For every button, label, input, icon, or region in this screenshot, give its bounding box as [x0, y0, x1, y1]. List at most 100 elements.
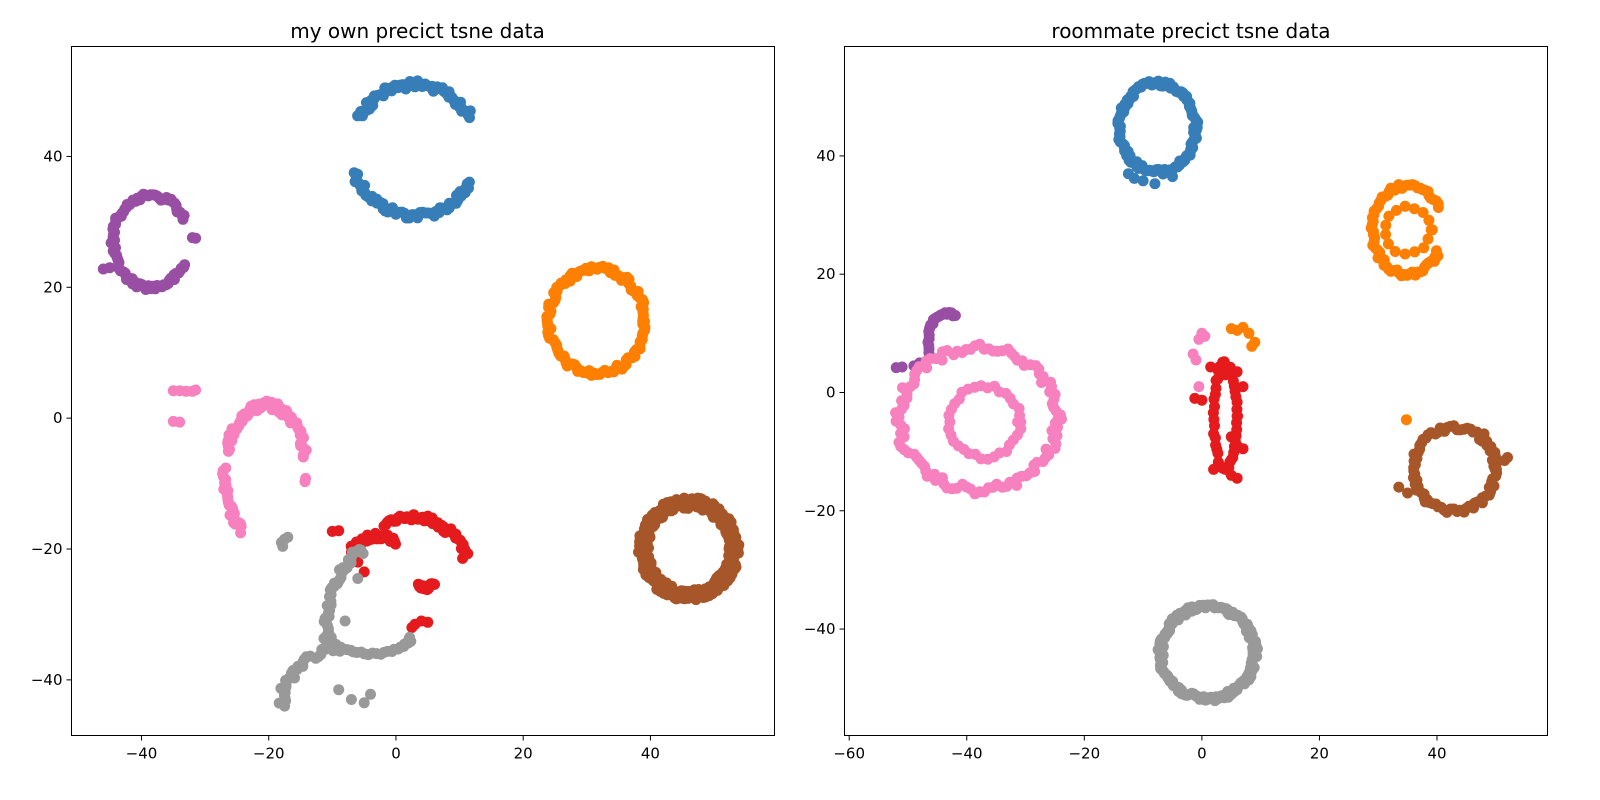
- left-point: [365, 688, 376, 700]
- right-point: [1227, 375, 1239, 387]
- left-point: [352, 573, 364, 584]
- right-y-tick-label: 40: [816, 147, 835, 165]
- right-point: [1210, 374, 1222, 386]
- left-point: [352, 110, 364, 122]
- left-point: [299, 476, 311, 488]
- left-point: [279, 700, 291, 712]
- right-point: [1212, 447, 1224, 459]
- right-point: [1167, 171, 1178, 183]
- right-point: [1399, 200, 1411, 212]
- left-point: [406, 622, 418, 633]
- right-point: [1380, 219, 1392, 231]
- right-point: [1225, 431, 1237, 443]
- right-point: [1390, 204, 1402, 216]
- left-point: [378, 520, 390, 532]
- left-scatter-panel: my own precict tsne data −40 −20 0 20 40−40−…: [31, 19, 775, 763]
- right-point: [1225, 323, 1237, 335]
- right-y-tick-label: 0: [826, 383, 836, 401]
- right-series-6: [1152, 599, 1263, 707]
- left-series-5: [326, 509, 474, 633]
- right-point: [1417, 207, 1429, 218]
- left-y-tick-label: 40: [43, 147, 62, 165]
- right-axes-ticks: −60 −40 −20 0 20 40 −40 −20 0 20 40: [804, 147, 1447, 763]
- right-point: [1382, 238, 1394, 250]
- left-point: [463, 176, 475, 188]
- right-point: [1243, 327, 1255, 339]
- left-point: [339, 615, 351, 627]
- right-x-tick-label: 20: [1310, 745, 1329, 763]
- left-point: [723, 543, 735, 555]
- right-point: [1056, 413, 1067, 425]
- right-chart-title: roommate precict tsne data: [1051, 19, 1330, 43]
- right-x-tick-label: −20: [1068, 745, 1100, 763]
- right-series-0: [1112, 75, 1204, 190]
- right-point: [1015, 416, 1027, 428]
- right-x-tick-label: 40: [1427, 745, 1446, 763]
- right-point: [1219, 369, 1231, 381]
- right-scatter-panel: roommate precict tsne data −60 −40 −20 0 20 4…: [804, 19, 1548, 763]
- left-point: [277, 540, 289, 552]
- left-axes-ticks: −40 −20 0 20 40 −40 −20 0 20 40: [31, 147, 660, 762]
- right-point: [1045, 376, 1057, 388]
- left-x-tick-label: 0: [391, 745, 401, 763]
- right-point: [1389, 246, 1401, 257]
- right-point: [1410, 484, 1422, 496]
- left-series-0: [348, 75, 476, 224]
- left-x-tick-label: −20: [253, 745, 285, 763]
- right-point: [1231, 366, 1243, 378]
- right-point: [1231, 410, 1243, 422]
- left-point: [104, 262, 116, 274]
- left-point: [282, 531, 294, 543]
- left-x-tick-label: −40: [126, 745, 158, 763]
- left-series-1: [97, 188, 202, 295]
- right-points: [890, 75, 1513, 707]
- left-point: [179, 259, 191, 271]
- right-point: [1430, 245, 1442, 257]
- left-point: [429, 578, 440, 590]
- right-point: [1188, 122, 1200, 133]
- left-series-2: [541, 260, 651, 381]
- left-y-tick-label: −20: [31, 540, 63, 558]
- right-point: [1489, 463, 1501, 475]
- right-y-tick-label: −20: [804, 502, 836, 520]
- right-point: [1399, 248, 1411, 260]
- left-point: [345, 694, 357, 705]
- right-x-tick-label: −40: [951, 745, 983, 763]
- right-series-3: [890, 327, 1211, 500]
- left-point: [404, 631, 416, 643]
- left-point: [222, 445, 234, 457]
- right-point: [1425, 224, 1437, 236]
- right-y-tick-label: −40: [804, 620, 836, 638]
- left-y-tick-label: 0: [53, 409, 63, 427]
- right-series-4: [1189, 356, 1249, 484]
- right-series-2: [890, 307, 961, 374]
- left-point: [190, 384, 202, 396]
- right-point: [1408, 203, 1420, 215]
- right-point: [1249, 647, 1260, 659]
- right-point: [1196, 394, 1208, 406]
- right-point: [1478, 428, 1490, 440]
- right-point: [1193, 333, 1205, 345]
- left-point: [174, 416, 186, 428]
- right-point: [1393, 481, 1405, 493]
- left-points: [97, 75, 745, 712]
- left-point: [358, 697, 370, 709]
- right-point: [1423, 214, 1435, 226]
- right-point: [1190, 354, 1202, 366]
- left-point: [235, 527, 247, 539]
- right-y-tick-label: 20: [816, 265, 835, 283]
- right-point: [1137, 175, 1149, 187]
- left-series-6: [273, 531, 417, 712]
- right-point: [1237, 381, 1249, 393]
- left-point: [333, 684, 345, 696]
- right-plot-frame: [844, 46, 1548, 736]
- left-x-tick-label: 20: [514, 745, 533, 763]
- right-point: [1418, 242, 1430, 254]
- right-point: [1231, 472, 1243, 484]
- left-point: [190, 232, 202, 244]
- right-point: [1193, 381, 1205, 393]
- left-point: [422, 616, 434, 628]
- left-y-tick-label: 20: [43, 278, 62, 296]
- left-series-4: [633, 492, 745, 606]
